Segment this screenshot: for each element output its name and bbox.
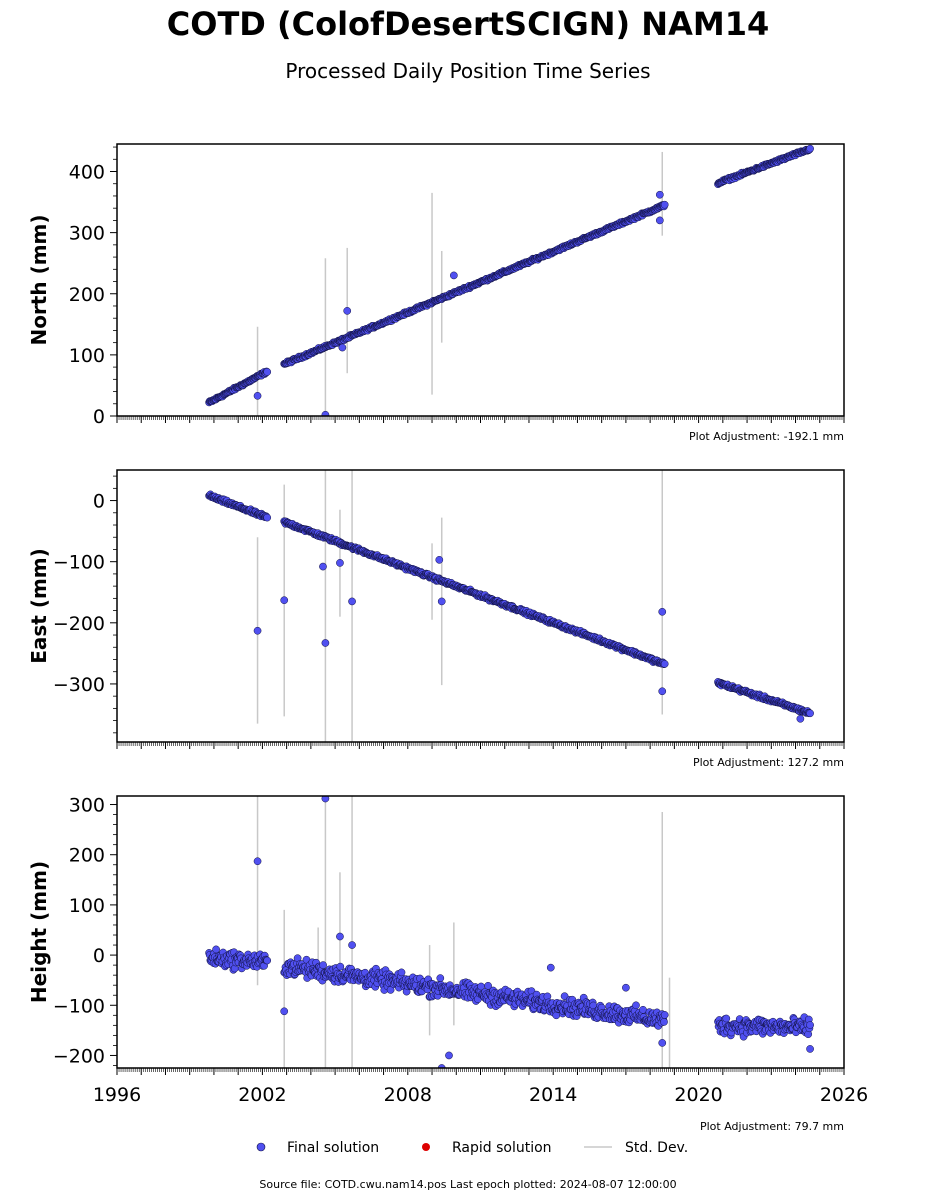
data-point xyxy=(660,1018,668,1026)
data-point-outlier xyxy=(655,190,664,199)
data-point-outlier xyxy=(435,556,444,564)
data-point-outlier xyxy=(253,626,262,635)
x-tick-label: 2014 xyxy=(529,1084,577,1106)
y-tick-label: 100 xyxy=(69,895,105,917)
y-tick-label: 0 xyxy=(93,491,105,513)
data-point xyxy=(660,200,669,209)
y-tick-label: 100 xyxy=(69,345,105,367)
data-point-outlier xyxy=(253,857,262,866)
data-point-outlier xyxy=(343,307,352,315)
data-point-outlier xyxy=(348,597,356,606)
plot-area xyxy=(205,470,814,742)
y-tick-label: 400 xyxy=(69,162,105,184)
data-point-outlier xyxy=(437,597,446,606)
y-tick-label: −300 xyxy=(53,674,105,696)
chart-title: COTD (ColofDesertSCIGN) NAM14 xyxy=(167,5,769,43)
east-panel: −300 −200 −100 0 East (mm) Plot Adjustment: 1… xyxy=(27,469,845,769)
x-tick-label: 2020 xyxy=(674,1084,722,1106)
data-point-outlier xyxy=(437,1064,446,1068)
data-point xyxy=(263,513,272,522)
data-point-outlier xyxy=(655,216,664,225)
y-tick-label: 300 xyxy=(69,795,105,817)
data-point-outlier xyxy=(622,983,630,992)
data-point-outlier xyxy=(546,963,555,972)
y-axis-label: East (mm) xyxy=(27,548,51,664)
plot-adjustment-note: Plot Adjustment: 79.7 mm xyxy=(700,1120,844,1133)
legend-std-label: Std. Dev. xyxy=(625,1140,688,1156)
data-point-outlier xyxy=(796,714,805,723)
data-point-outlier xyxy=(658,687,667,696)
data-point xyxy=(436,974,445,982)
data-point-outlier xyxy=(253,391,262,400)
data-point-outlier xyxy=(338,343,347,352)
data-point xyxy=(660,1011,669,1019)
legend-rapid-label: Rapid solution xyxy=(452,1140,552,1156)
data-point xyxy=(632,1001,640,1010)
data-point-outlier xyxy=(348,941,356,949)
data-point xyxy=(806,709,814,718)
source-footer: Source file: COTD.cwu.nam14.pos Last epo… xyxy=(259,1178,676,1191)
data-point-outlier xyxy=(658,1039,667,1047)
data-point-outlier xyxy=(321,639,330,647)
legend-final-marker xyxy=(256,1142,266,1152)
data-point xyxy=(639,1005,647,1014)
y-tick-label: 200 xyxy=(69,845,105,867)
data-point-outlier xyxy=(445,1051,453,1060)
x-tick-label: 2026 xyxy=(820,1084,868,1106)
data-point-outlier xyxy=(658,607,667,616)
data-point-outlier xyxy=(336,559,344,567)
data-point-outlier xyxy=(321,410,330,416)
data-point xyxy=(319,961,327,969)
legend-rapid-marker xyxy=(422,1143,430,1151)
plot-adjustment-note: Plot Adjustment: -192.1 mm xyxy=(689,430,844,443)
north-panel: 0 100 200 300 400 North (mm) Plot Adjustment: … xyxy=(27,143,845,443)
legend: Final solution Rapid solution Std. Dev. xyxy=(256,1140,688,1156)
data-point xyxy=(552,1011,561,1020)
data-point-outlier xyxy=(449,271,458,280)
x-tick-label: 2002 xyxy=(238,1084,286,1106)
data-point xyxy=(806,1021,814,1029)
data-point-outlier xyxy=(280,596,289,605)
data-point-outlier xyxy=(319,562,327,571)
height-panel: −200 −100 0 100 200 300 1996 2002 2008 2014 2020 20… xyxy=(27,795,868,1133)
y-tick-label: −100 xyxy=(53,552,105,574)
plot-adjustment-note: Plot Adjustment: 127.2 mm xyxy=(693,756,844,769)
chart-subtitle: Processed Daily Position Time Series xyxy=(285,59,650,83)
data-point-outlier xyxy=(806,1045,814,1053)
data-point xyxy=(806,144,814,153)
data-point-outlier xyxy=(321,796,330,803)
y-tick-label: −200 xyxy=(53,613,105,635)
data-point-outlier xyxy=(280,1007,289,1016)
x-tick-label: 1996 xyxy=(93,1084,141,1106)
data-point-outlier xyxy=(336,932,344,941)
y-tick-label: 0 xyxy=(93,406,105,428)
axes-frame xyxy=(116,469,845,743)
y-tick-label: 300 xyxy=(69,223,105,245)
x-tick-label: 2008 xyxy=(384,1084,432,1106)
y-tick-label: 200 xyxy=(69,284,105,306)
legend-final-label: Final solution xyxy=(287,1140,379,1156)
y-axis-label: North (mm) xyxy=(27,214,51,345)
y-axis-label: Height (mm) xyxy=(27,861,51,1003)
data-point xyxy=(336,962,345,971)
data-point xyxy=(212,945,220,954)
y-tick-label: 0 xyxy=(93,945,105,967)
data-point xyxy=(263,368,272,376)
plot-area xyxy=(205,796,814,1068)
y-tick-label: −200 xyxy=(53,1045,105,1067)
plot-area xyxy=(205,144,814,416)
data-point xyxy=(722,1014,731,1023)
data-point xyxy=(263,956,272,965)
data-point xyxy=(397,968,406,977)
y-tick-label: −100 xyxy=(53,995,105,1017)
data-point xyxy=(660,660,669,668)
